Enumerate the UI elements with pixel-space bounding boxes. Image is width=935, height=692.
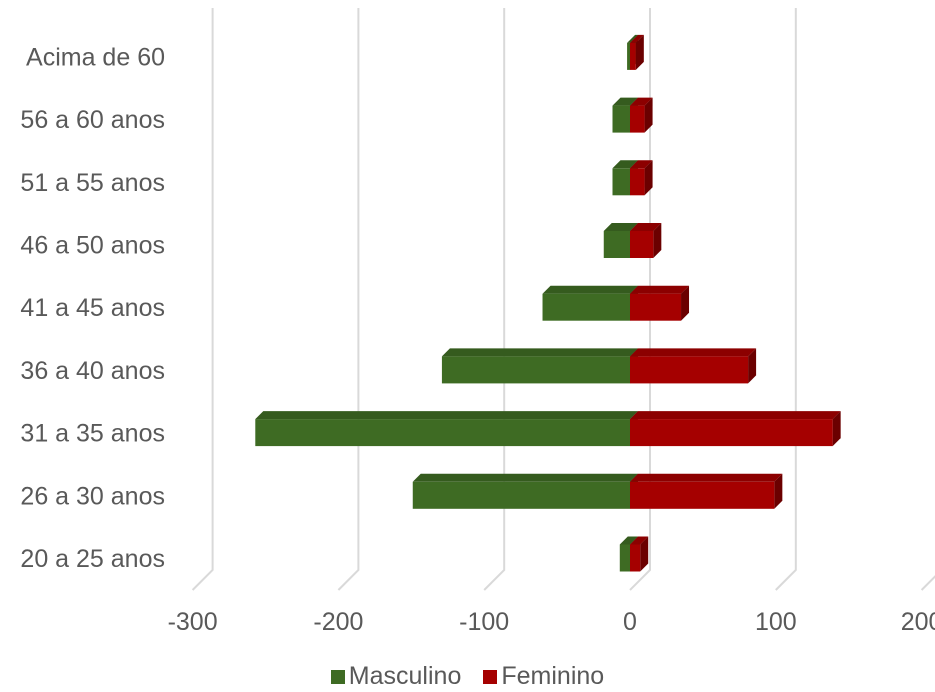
bar-top-face bbox=[255, 411, 638, 420]
bar-top-face bbox=[630, 97, 653, 106]
bar-front-face bbox=[630, 105, 645, 133]
bar-front-face bbox=[603, 231, 630, 258]
bar-side-face bbox=[635, 34, 644, 70]
bar-front-face bbox=[412, 481, 630, 509]
bar-front-face bbox=[630, 168, 645, 196]
gridline bbox=[337, 8, 360, 591]
bar-front-face bbox=[630, 231, 654, 258]
bar-front-face bbox=[630, 481, 775, 509]
bar-side-face bbox=[640, 536, 649, 572]
bar-side-face bbox=[774, 473, 783, 509]
category-label: 46 a 50 anos bbox=[20, 232, 165, 260]
category-label: 41 a 45 anos bbox=[20, 294, 165, 322]
bar-top-face bbox=[603, 223, 638, 231]
x-tick-label: 200 bbox=[901, 608, 935, 636]
bar-feminino bbox=[630, 285, 690, 321]
legend-item-feminino: Feminino bbox=[483, 662, 604, 691]
x-tick-labels: -300 -200 -100 0 100 200 bbox=[168, 608, 935, 636]
bar-front-face bbox=[630, 293, 682, 321]
category-label: 31 a 35 anos bbox=[20, 420, 165, 448]
bar-feminino bbox=[630, 536, 649, 572]
category-label: 56 a 60 anos bbox=[20, 106, 165, 134]
bar-top-face bbox=[627, 34, 638, 43]
bar-top-face bbox=[630, 160, 653, 169]
bar-front-face bbox=[630, 42, 636, 70]
bar-top-face bbox=[630, 536, 649, 545]
category-label: 36 a 40 anos bbox=[20, 357, 165, 385]
bar-front-face bbox=[612, 105, 630, 133]
category-label: 26 a 30 anos bbox=[20, 482, 165, 510]
bar-feminino bbox=[630, 34, 644, 70]
legend-label-masculino: Masculino bbox=[348, 662, 462, 690]
x-tick-label: -200 bbox=[313, 608, 363, 636]
category-label: 20 a 25 anos bbox=[20, 545, 165, 573]
bar-feminino bbox=[630, 97, 653, 133]
legend-swatch-masculino bbox=[330, 669, 345, 684]
legend-swatch-feminino bbox=[483, 669, 498, 684]
bar-front-face bbox=[255, 419, 630, 447]
bar-front-face bbox=[630, 544, 641, 572]
bar-feminino bbox=[630, 473, 783, 509]
gridline bbox=[629, 8, 651, 591]
bar-side-face bbox=[748, 348, 757, 384]
category-label: 51 a 55 anos bbox=[20, 169, 165, 197]
bar-top-face bbox=[619, 536, 638, 545]
bar-top-face bbox=[542, 285, 638, 294]
bar-top-face bbox=[630, 223, 662, 231]
bar-top-face bbox=[630, 473, 783, 482]
bar-side-face bbox=[653, 223, 662, 258]
legend-item-masculino: Masculino bbox=[330, 662, 462, 691]
bar-front-face bbox=[627, 42, 630, 70]
x-tick-label: -100 bbox=[459, 608, 509, 636]
category-label: Acima de 60 bbox=[26, 43, 165, 71]
bar-top-face bbox=[630, 348, 757, 357]
bar-feminino bbox=[630, 348, 757, 384]
bar-front-face bbox=[630, 419, 833, 447]
bar-masculino bbox=[441, 348, 638, 384]
bar-top-face bbox=[612, 160, 638, 169]
gridline bbox=[920, 575, 935, 591]
x-tick-label: 100 bbox=[755, 608, 797, 636]
bar-front-face bbox=[612, 168, 630, 196]
bar-top-face bbox=[612, 97, 638, 106]
category-labels: 20 a 25 anos 26 a 30 anos 31 a 35 anos 36 a… bbox=[20, 43, 165, 573]
bar-side-face bbox=[644, 97, 653, 133]
bar-side-face bbox=[681, 285, 690, 321]
bar-top-face bbox=[630, 411, 841, 420]
x-tick-label: 0 bbox=[623, 608, 637, 636]
legend: Masculino Feminino bbox=[0, 662, 935, 691]
bar-top-face bbox=[630, 285, 690, 294]
bar-front-face bbox=[619, 544, 630, 572]
bar-masculino bbox=[255, 411, 638, 447]
bar-masculino bbox=[412, 473, 638, 509]
bar-masculino bbox=[542, 285, 638, 321]
bar-front-face bbox=[542, 293, 630, 321]
bar-top-face bbox=[630, 34, 644, 43]
bar-top-face bbox=[441, 348, 638, 357]
bar-front-face bbox=[630, 356, 749, 384]
bar-side-face bbox=[644, 160, 653, 196]
bar-feminino bbox=[630, 160, 653, 196]
gridline bbox=[775, 8, 797, 591]
bar-front-face bbox=[441, 356, 630, 384]
gridlines bbox=[191, 8, 935, 591]
bar-feminino bbox=[630, 411, 841, 447]
bar-side-face bbox=[832, 411, 841, 447]
bars bbox=[255, 34, 841, 572]
bar-feminino bbox=[630, 223, 662, 258]
x-tick-label: -300 bbox=[168, 608, 218, 636]
legend-label-feminino: Feminino bbox=[501, 662, 605, 690]
gridline bbox=[191, 8, 214, 591]
bar-top-face bbox=[412, 473, 638, 482]
gridline bbox=[483, 8, 506, 591]
